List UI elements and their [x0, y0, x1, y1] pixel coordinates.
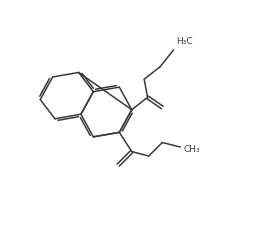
Text: H₃C: H₃C [176, 37, 192, 46]
Text: CH₃: CH₃ [184, 144, 200, 153]
